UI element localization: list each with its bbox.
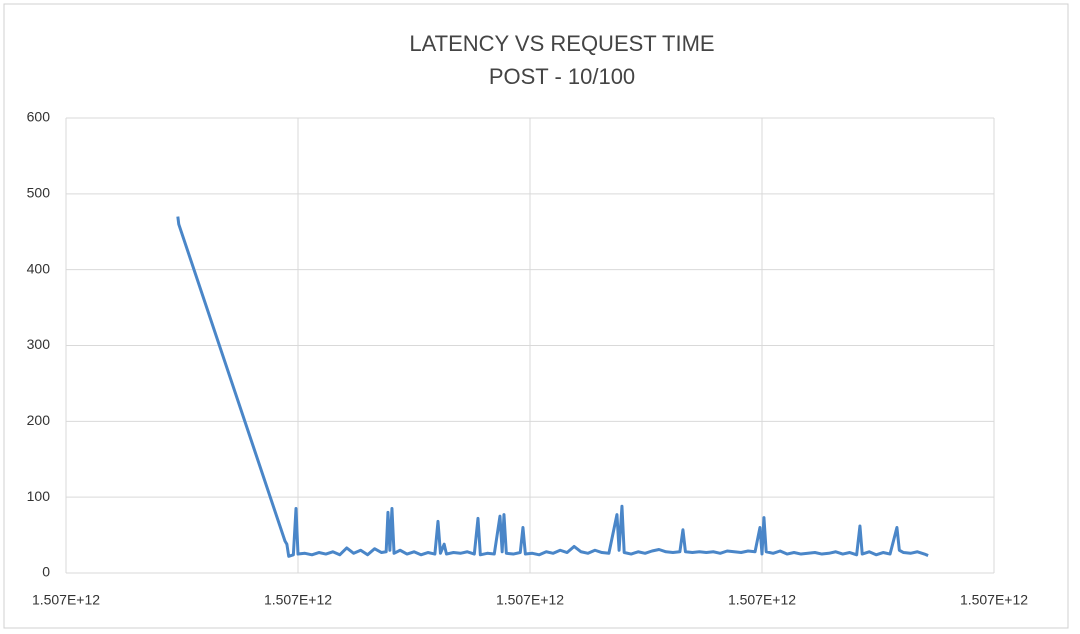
data-line xyxy=(176,216,929,558)
chart-title: LATENCY VS REQUEST TIME xyxy=(409,31,714,56)
y-tick-label: 600 xyxy=(27,109,51,125)
y-tick-label: 200 xyxy=(27,412,51,428)
chart-frame xyxy=(3,3,1069,629)
y-tick-label: 100 xyxy=(27,488,51,504)
y-tick-label: 400 xyxy=(27,260,51,276)
x-tick-label: 1.507E+12 xyxy=(960,592,1028,608)
x-tick-label: 1.507E+12 xyxy=(264,592,332,608)
y-tick-label: 0 xyxy=(42,564,50,580)
x-tick-label: 1.507E+12 xyxy=(728,592,796,608)
y-tick-label: 300 xyxy=(27,336,51,352)
chart-subtitle: POST - 10/100 xyxy=(489,64,635,89)
x-tick-label: 1.507E+12 xyxy=(496,592,564,608)
x-tick-label: 1.507E+12 xyxy=(32,592,100,608)
y-tick-label: 500 xyxy=(27,185,51,201)
